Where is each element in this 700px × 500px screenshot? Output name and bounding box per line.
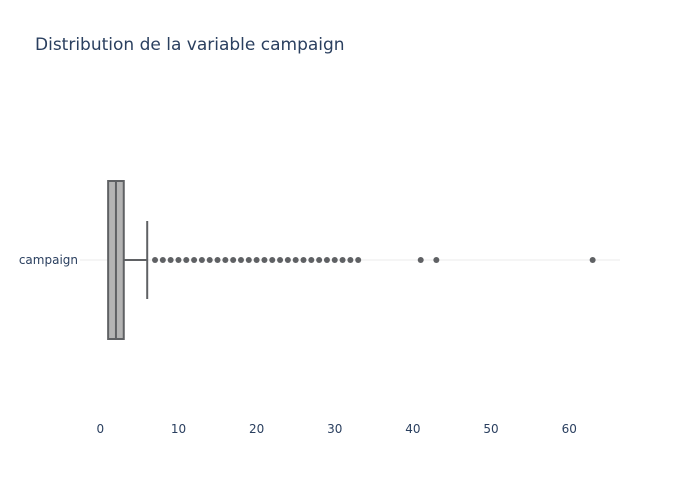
outlier-point [331, 257, 338, 263]
outlier-point [417, 257, 424, 263]
x-tick-label: 0 [96, 422, 104, 436]
x-tick-label: 40 [405, 422, 420, 436]
outlier-point [183, 257, 190, 263]
outlier-point [245, 257, 252, 263]
outlier-point [347, 257, 354, 263]
y-tick-label: campaign [19, 253, 78, 267]
x-tick-label: 50 [483, 422, 498, 436]
outlier-point [214, 257, 221, 263]
outlier-point [206, 257, 213, 263]
outlier-point [167, 257, 174, 263]
outlier-point [222, 257, 229, 263]
outlier-point [198, 257, 205, 263]
outlier-point [316, 257, 323, 263]
x-tick-label: 60 [562, 422, 577, 436]
outlier-point [152, 257, 159, 263]
outlier-point [323, 257, 330, 263]
outlier-point [253, 257, 260, 263]
outlier-point [159, 257, 166, 263]
plot-area: campaign 0 10 20 30 40 50 60 [19, 180, 620, 436]
outlier-point [300, 257, 307, 263]
outlier-point [308, 257, 315, 263]
outlier-point [269, 257, 276, 263]
outlier-point [284, 257, 291, 263]
chart-title: Distribution de la variable campaign [35, 35, 345, 55]
outlier-point [339, 257, 346, 263]
outlier-point [433, 257, 440, 263]
outlier-point [589, 257, 596, 263]
outlier-point [355, 257, 362, 263]
outlier-point [292, 257, 299, 263]
x-tick-label: 20 [249, 422, 264, 436]
outlier-point [191, 257, 198, 263]
x-tick-label: 10 [171, 422, 186, 436]
x-tick-label: 30 [327, 422, 342, 436]
outlier-point [277, 257, 284, 263]
outlier-point [230, 257, 237, 263]
outlier-point [237, 257, 244, 263]
outlier-point [175, 257, 182, 263]
outlier-point [261, 257, 268, 263]
